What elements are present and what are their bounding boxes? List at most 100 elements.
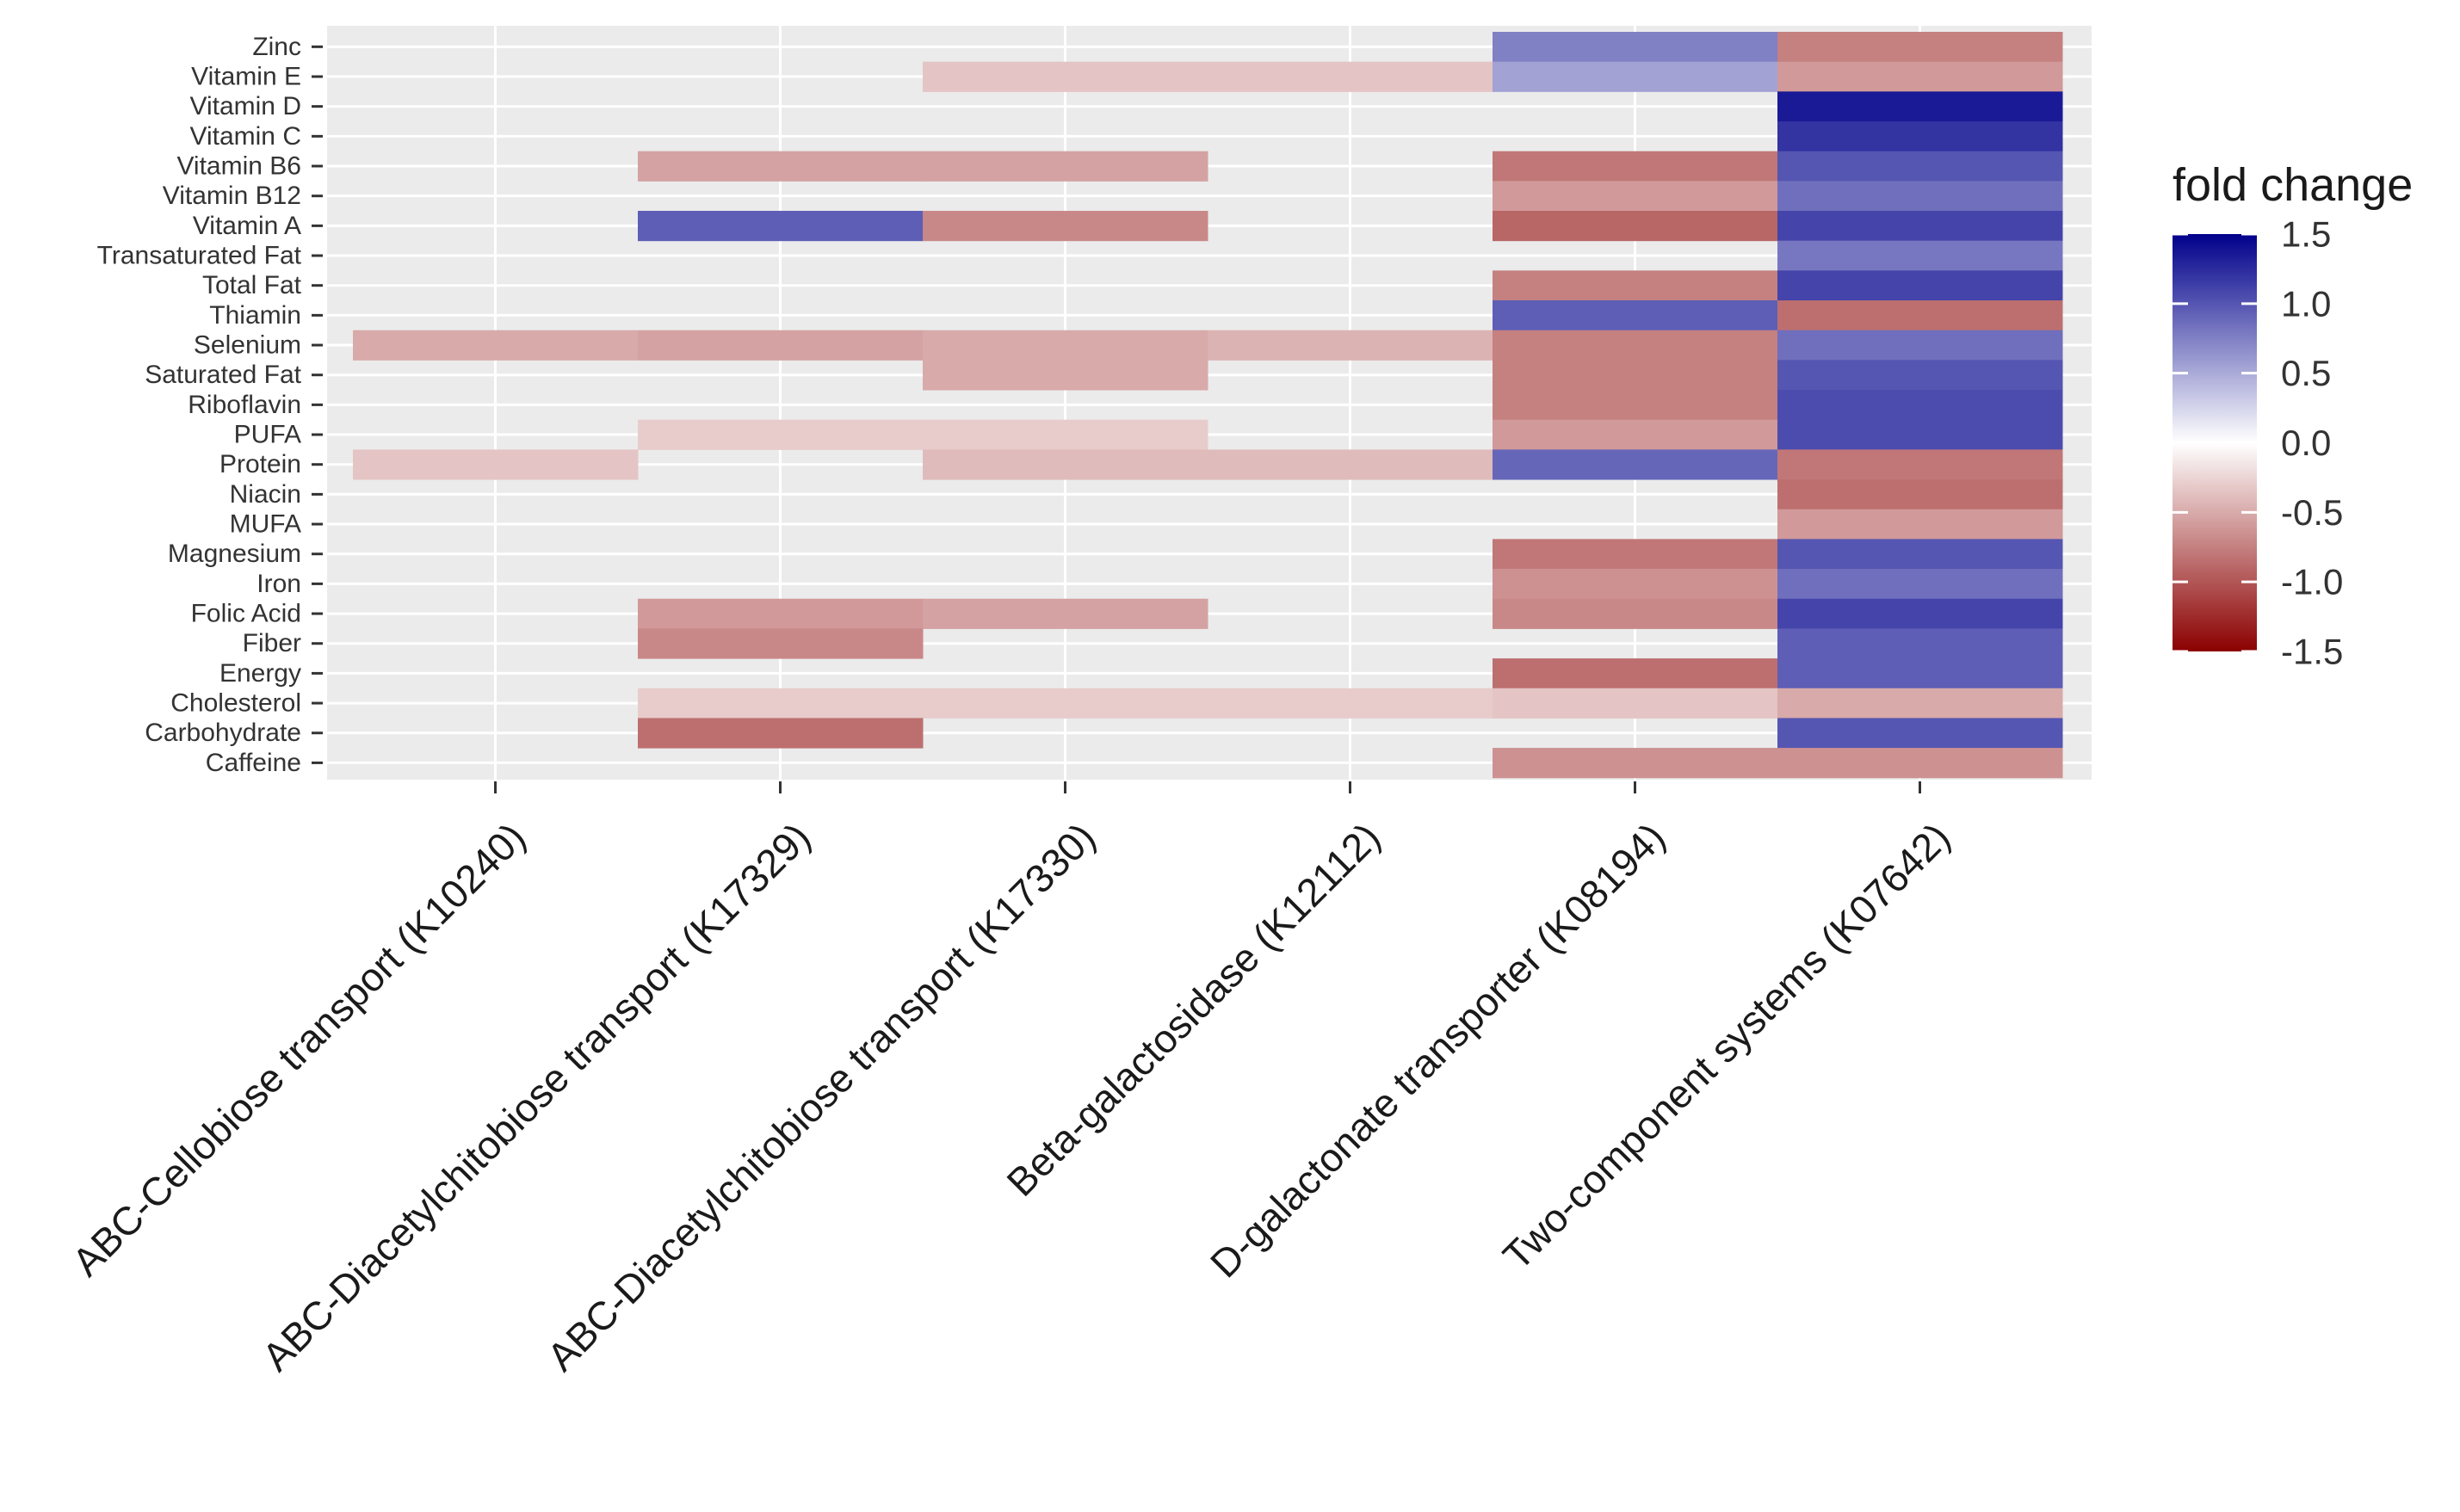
y-tick-label: Niacin (230, 480, 301, 509)
x-tick-label: D-galactonate transporter (K08194) (1202, 814, 1673, 1286)
heatmap-cell (1777, 61, 2063, 92)
legend: fold change 1.5 1.0 0.5 0.0 -0.5 -1.0 -1.5 (2173, 159, 2413, 672)
y-tick-label: Total Fat (202, 271, 302, 299)
heatmap-cell (1208, 449, 1493, 480)
y-tick-label: Energy (219, 659, 301, 688)
heatmap-cell (1493, 449, 1778, 480)
heatmap-cell (1493, 419, 1778, 450)
x-axis: ABC-Cellobiose transport (K10240)ABC-Dia… (64, 781, 1958, 1379)
y-tick-label: Folic Acid (191, 600, 301, 628)
heatmap-cell (1493, 360, 1778, 391)
heatmap-cell (638, 151, 924, 182)
heatmap-cell (1777, 569, 2063, 600)
y-tick-label: Vitamin A (193, 212, 301, 240)
heatmap-cell (1493, 390, 1778, 421)
y-tick-label: Selenium (194, 331, 301, 360)
heatmap-cell (923, 151, 1208, 182)
heatmap-cell (1493, 748, 1778, 779)
heatmap-cell (1777, 330, 2063, 361)
heatmap-cell (1777, 91, 2063, 122)
x-tick-label: ABC-Diacetylchitobiose transport (K17330… (538, 814, 1103, 1379)
legend-label: 1.0 (2281, 283, 2331, 324)
legend-title: fold change (2173, 159, 2413, 211)
heatmap-cell (353, 449, 639, 480)
heatmap-cell (1777, 748, 2063, 779)
heatmap-cell (1777, 121, 2063, 152)
heatmap-cell (1777, 240, 2063, 271)
heatmap-cell (1777, 688, 2063, 719)
heatmap-cell (1493, 658, 1778, 689)
heatmap-cell (1208, 61, 1493, 92)
heatmap-cell (638, 628, 924, 659)
y-tick-label: Caffeine (206, 749, 301, 777)
y-tick-label: Vitamin E (191, 63, 301, 91)
heatmap-cell (1493, 151, 1778, 182)
y-tick-label: Vitamin B12 (163, 182, 301, 210)
heatmap-cell (923, 598, 1208, 629)
heatmap-cell (1493, 598, 1778, 629)
y-tick-label: Vitamin B6 (176, 152, 301, 181)
heatmap-cell (923, 419, 1208, 450)
heatmap-cell (1777, 360, 2063, 391)
heatmap-cell (1777, 718, 2063, 749)
heatmap-cell (1208, 688, 1493, 719)
y-tick-label: Vitamin C (190, 122, 302, 151)
heatmap-cell (1777, 449, 2063, 480)
heatmap-cell (1777, 390, 2063, 421)
heatmap-cell (1493, 688, 1778, 719)
heatmap-cell (1777, 509, 2063, 540)
heatmap-cell (1777, 419, 2063, 450)
heatmap-cell (923, 688, 1208, 719)
heatmap-cell (1493, 61, 1778, 92)
legend-label: -0.5 (2281, 492, 2343, 533)
heatmap-cell (1777, 539, 2063, 570)
y-tick-label: Transaturated Fat (97, 242, 302, 270)
heatmap-cell (1493, 539, 1778, 570)
heatmap-cell (1493, 32, 1778, 63)
heatmap-cell (923, 449, 1208, 480)
heatmap-cell (638, 211, 924, 242)
heatmap-cell (1777, 598, 2063, 629)
heatmap-cell (1777, 32, 2063, 63)
heatmap-cell (1777, 300, 2063, 331)
heatmap-cell (1777, 181, 2063, 212)
heatmap-cell (1777, 270, 2063, 301)
y-tick-label: Carbohydrate (145, 719, 301, 747)
legend-label: 0.0 (2281, 423, 2331, 463)
y-tick-label: MUFA (230, 510, 301, 539)
legend-label: -1.5 (2281, 632, 2343, 672)
legend-label: 0.5 (2281, 353, 2331, 393)
heatmap-cell (353, 330, 639, 361)
y-tick-label: Saturated Fat (145, 361, 301, 389)
y-tick-label: Vitamin D (190, 92, 302, 120)
heatmap-cell (1493, 569, 1778, 600)
legend-label: 1.5 (2281, 214, 2331, 255)
heatmap-cell (923, 211, 1208, 242)
heatmap-cell (1493, 211, 1778, 242)
y-tick-label: PUFA (234, 421, 301, 449)
y-tick-label: Zinc (252, 33, 301, 61)
x-tick-label: Two-component systems (K07642) (1494, 814, 1958, 1278)
heatmap-cell (923, 360, 1208, 391)
heatmap-cell (1493, 330, 1778, 361)
heatmap-cell (1493, 300, 1778, 331)
heatmap-cell (1777, 151, 2063, 182)
heatmap-cell (923, 330, 1208, 361)
y-tick-label: Riboflavin (188, 391, 301, 419)
heatmap-cell (923, 61, 1208, 92)
heatmap-cell (1493, 270, 1778, 301)
heatmap-cell (638, 688, 924, 719)
y-tick-label: Cholesterol (170, 689, 301, 718)
heatmap-cells (353, 32, 2063, 779)
x-tick-label: ABC-Diacetylchitobiose transport (K17329… (253, 814, 819, 1379)
legend-ticks: 1.5 1.0 0.5 0.0 -0.5 -1.0 -1.5 (2173, 214, 2343, 672)
heatmap-cell (1777, 479, 2063, 510)
heatmap-cell (638, 718, 924, 749)
y-tick-label: Thiamin (209, 301, 301, 330)
y-tick-label: Magnesium (168, 540, 301, 568)
y-tick-label: Fiber (243, 629, 301, 657)
heatmap-cell (638, 419, 924, 450)
legend-label: -1.0 (2281, 562, 2343, 602)
